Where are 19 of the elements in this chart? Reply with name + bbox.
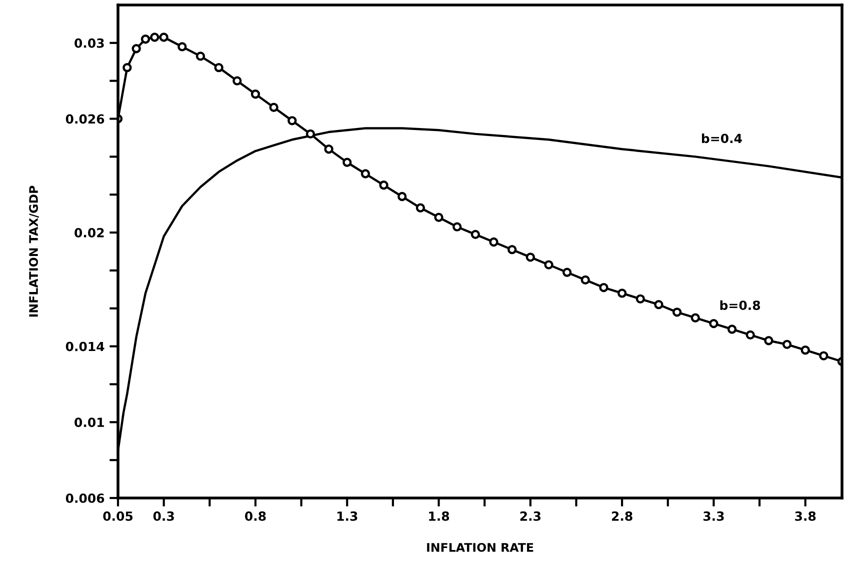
- y-tick-label: 0.006: [66, 493, 104, 503]
- y-tick-label: 0.026: [66, 114, 104, 124]
- x-tick-label: 3.8: [795, 511, 816, 521]
- x-tick-label: 1.8: [429, 511, 450, 521]
- x-tick-label: 2.8: [612, 511, 632, 521]
- series-label: b=0.4: [702, 133, 742, 144]
- x-axis-title: INFLATION RATE: [427, 542, 534, 552]
- x-tick-label: 0.05: [103, 511, 133, 521]
- x-tick-label: 1.3: [337, 511, 358, 521]
- x-tick-label: 0.3: [153, 511, 174, 521]
- x-tick-label: 3.3: [703, 511, 724, 521]
- x-tick-label: 0.8: [244, 511, 266, 521]
- x-tick-label: 2.3: [520, 511, 540, 521]
- y-tick-label: 0.014: [66, 342, 104, 352]
- series-label: b=0.8: [720, 300, 760, 310]
- y-axis-title: INFLATION TAX/GDP: [29, 186, 39, 317]
- y-tick-label: 0.01: [74, 418, 104, 428]
- y-tick-label: 0.03: [74, 38, 104, 48]
- y-tick-label: 0.02: [74, 228, 104, 238]
